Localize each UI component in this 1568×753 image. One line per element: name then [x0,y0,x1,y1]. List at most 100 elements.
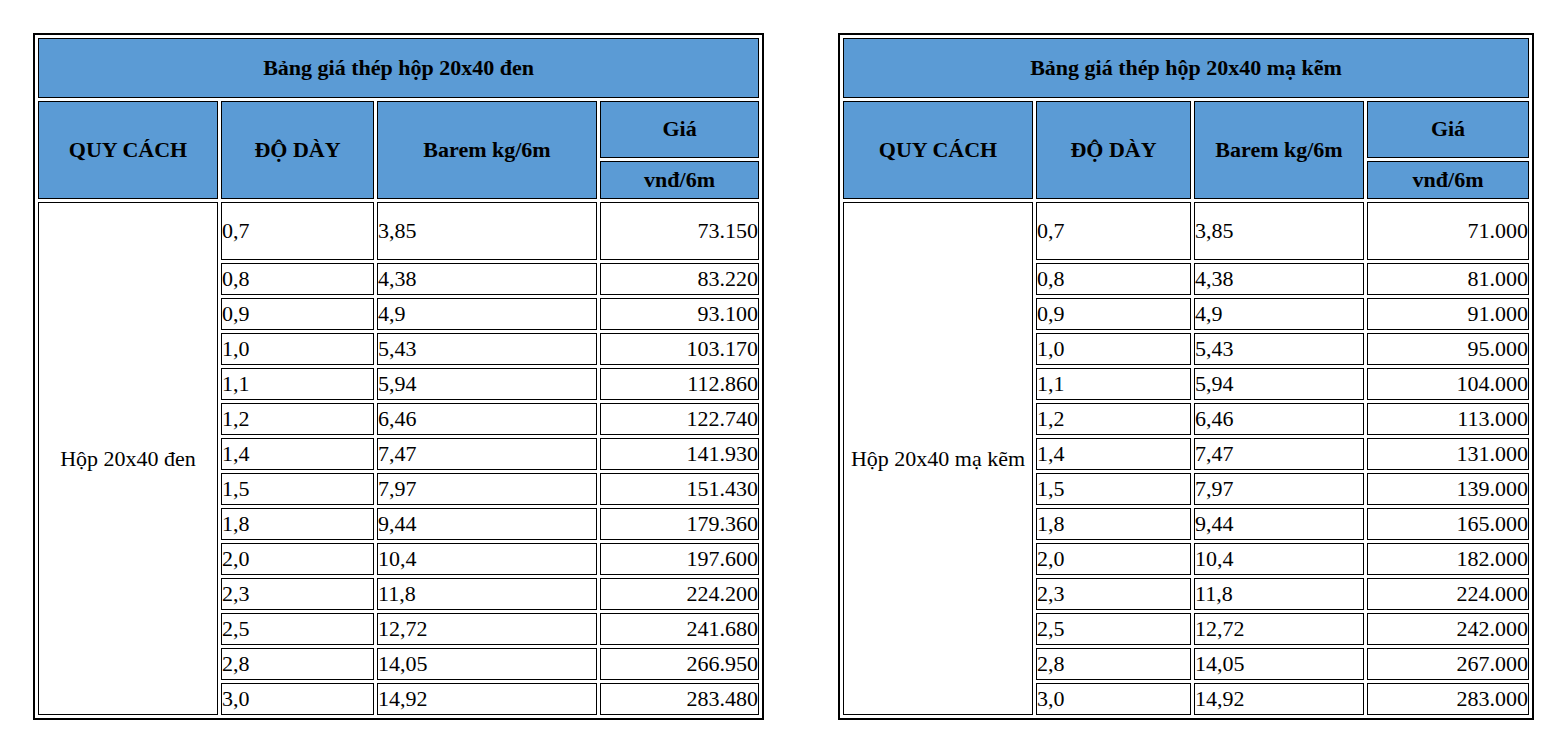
column-header-spec: QUY CÁCH [843,101,1033,199]
thickness-cell: 2,3 [221,578,374,610]
spec-cell: Hộp 20x40 đen [38,202,218,715]
barem-cell: 3,85 [1194,202,1364,260]
header-row: QUY CÁCH ĐỘ DÀY Barem kg/6m Giá [843,101,1529,158]
barem-cell: 14,05 [377,648,597,680]
price-cell: 241.680 [600,613,759,645]
barem-cell: 7,97 [1194,473,1364,505]
thickness-cell: 1,4 [1036,438,1191,470]
column-header-thickness: ĐỘ DÀY [221,101,374,199]
price-cell: 224.200 [600,578,759,610]
price-cell: 182.000 [1367,543,1529,575]
barem-cell: 5,43 [377,333,597,365]
thickness-cell: 2,5 [221,613,374,645]
column-header-price-unit: vnđ/6m [600,161,759,199]
barem-cell: 4,38 [1194,263,1364,295]
thickness-cell: 0,9 [221,298,374,330]
title-row: Bảng giá thép hộp 20x40 đen [38,38,759,98]
barem-cell: 14,92 [1194,683,1364,715]
barem-cell: 7,47 [377,438,597,470]
thickness-cell: 0,8 [221,263,374,295]
price-cell: 83.220 [600,263,759,295]
price-cell: 104.000 [1367,368,1529,400]
thickness-cell: 0,7 [221,202,374,260]
price-cell: 103.170 [600,333,759,365]
thickness-cell: 3,0 [1036,683,1191,715]
thickness-cell: 1,2 [221,403,374,435]
barem-cell: 5,94 [377,368,597,400]
barem-cell: 9,44 [377,508,597,540]
price-cell: 151.430 [600,473,759,505]
spec-cell: Hộp 20x40 mạ kẽm [843,202,1033,715]
price-cell: 131.000 [1367,438,1529,470]
price-cell: 91.000 [1367,298,1529,330]
thickness-cell: 1,1 [221,368,374,400]
column-header-price: Giá [600,101,759,158]
price-cell: 112.860 [600,368,759,400]
barem-cell: 7,47 [1194,438,1364,470]
thickness-cell: 2,8 [1036,648,1191,680]
barem-cell: 4,38 [377,263,597,295]
column-header-barem: Barem kg/6m [377,101,597,199]
price-cell: 283.000 [1367,683,1529,715]
column-header-barem: Barem kg/6m [1194,101,1364,199]
price-cell: 242.000 [1367,613,1529,645]
barem-cell: 5,94 [1194,368,1364,400]
barem-cell: 5,43 [1194,333,1364,365]
thickness-cell: 1,5 [221,473,374,505]
table-title: Bảng giá thép hộp 20x40 mạ kẽm [843,38,1529,98]
thickness-cell: 1,2 [1036,403,1191,435]
barem-cell: 12,72 [1194,613,1364,645]
data-row: Hộp 20x40 mạ kẽm0,73,8571.000 [843,202,1529,260]
barem-cell: 4,9 [377,298,597,330]
barem-cell: 7,97 [377,473,597,505]
table-title: Bảng giá thép hộp 20x40 đen [38,38,759,98]
thickness-cell: 1,8 [1036,508,1191,540]
price-cell: 139.000 [1367,473,1529,505]
barem-cell: 10,4 [1194,543,1364,575]
barem-cell: 4,9 [1194,298,1364,330]
price-cell: 95.000 [1367,333,1529,365]
column-header-thickness: ĐỘ DÀY [1036,101,1191,199]
price-cell: 71.000 [1367,202,1529,260]
barem-cell: 3,85 [377,202,597,260]
thickness-cell: 2,0 [1036,543,1191,575]
thickness-cell: 2,3 [1036,578,1191,610]
barem-cell: 12,72 [377,613,597,645]
price-table-black: Bảng giá thép hộp 20x40 đen QUY CÁCH ĐỘ … [33,33,764,720]
thickness-cell: 2,0 [221,543,374,575]
thickness-cell: 1,5 [1036,473,1191,505]
price-cell: 165.000 [1367,508,1529,540]
header-row: QUY CÁCH ĐỘ DÀY Barem kg/6m Giá [38,101,759,158]
barem-cell: 6,46 [377,403,597,435]
barem-cell: 10,4 [377,543,597,575]
barem-cell: 6,46 [1194,403,1364,435]
price-cell: 266.950 [600,648,759,680]
thickness-cell: 1,8 [221,508,374,540]
price-cell: 122.740 [600,403,759,435]
barem-cell: 11,8 [1194,578,1364,610]
price-cell: 141.930 [600,438,759,470]
price-cell: 197.600 [600,543,759,575]
price-cell: 179.360 [600,508,759,540]
thickness-cell: 2,8 [221,648,374,680]
thickness-cell: 0,9 [1036,298,1191,330]
thickness-cell: 0,8 [1036,263,1191,295]
barem-cell: 14,05 [1194,648,1364,680]
thickness-cell: 1,1 [1036,368,1191,400]
column-header-price: Giá [1367,101,1529,158]
barem-cell: 11,8 [377,578,597,610]
price-cell: 93.100 [600,298,759,330]
thickness-cell: 3,0 [221,683,374,715]
thickness-cell: 1,0 [221,333,374,365]
barem-cell: 14,92 [377,683,597,715]
price-table-galvanized: Bảng giá thép hộp 20x40 mạ kẽm QUY CÁCH … [838,33,1534,720]
data-row: Hộp 20x40 đen0,73,8573.150 [38,202,759,260]
title-row: Bảng giá thép hộp 20x40 mạ kẽm [843,38,1529,98]
barem-cell: 9,44 [1194,508,1364,540]
thickness-cell: 2,5 [1036,613,1191,645]
price-cell: 267.000 [1367,648,1529,680]
page: Bảng giá thép hộp 20x40 đen QUY CÁCH ĐỘ … [0,0,1568,753]
price-cell: 283.480 [600,683,759,715]
thickness-cell: 1,4 [221,438,374,470]
column-header-spec: QUY CÁCH [38,101,218,199]
